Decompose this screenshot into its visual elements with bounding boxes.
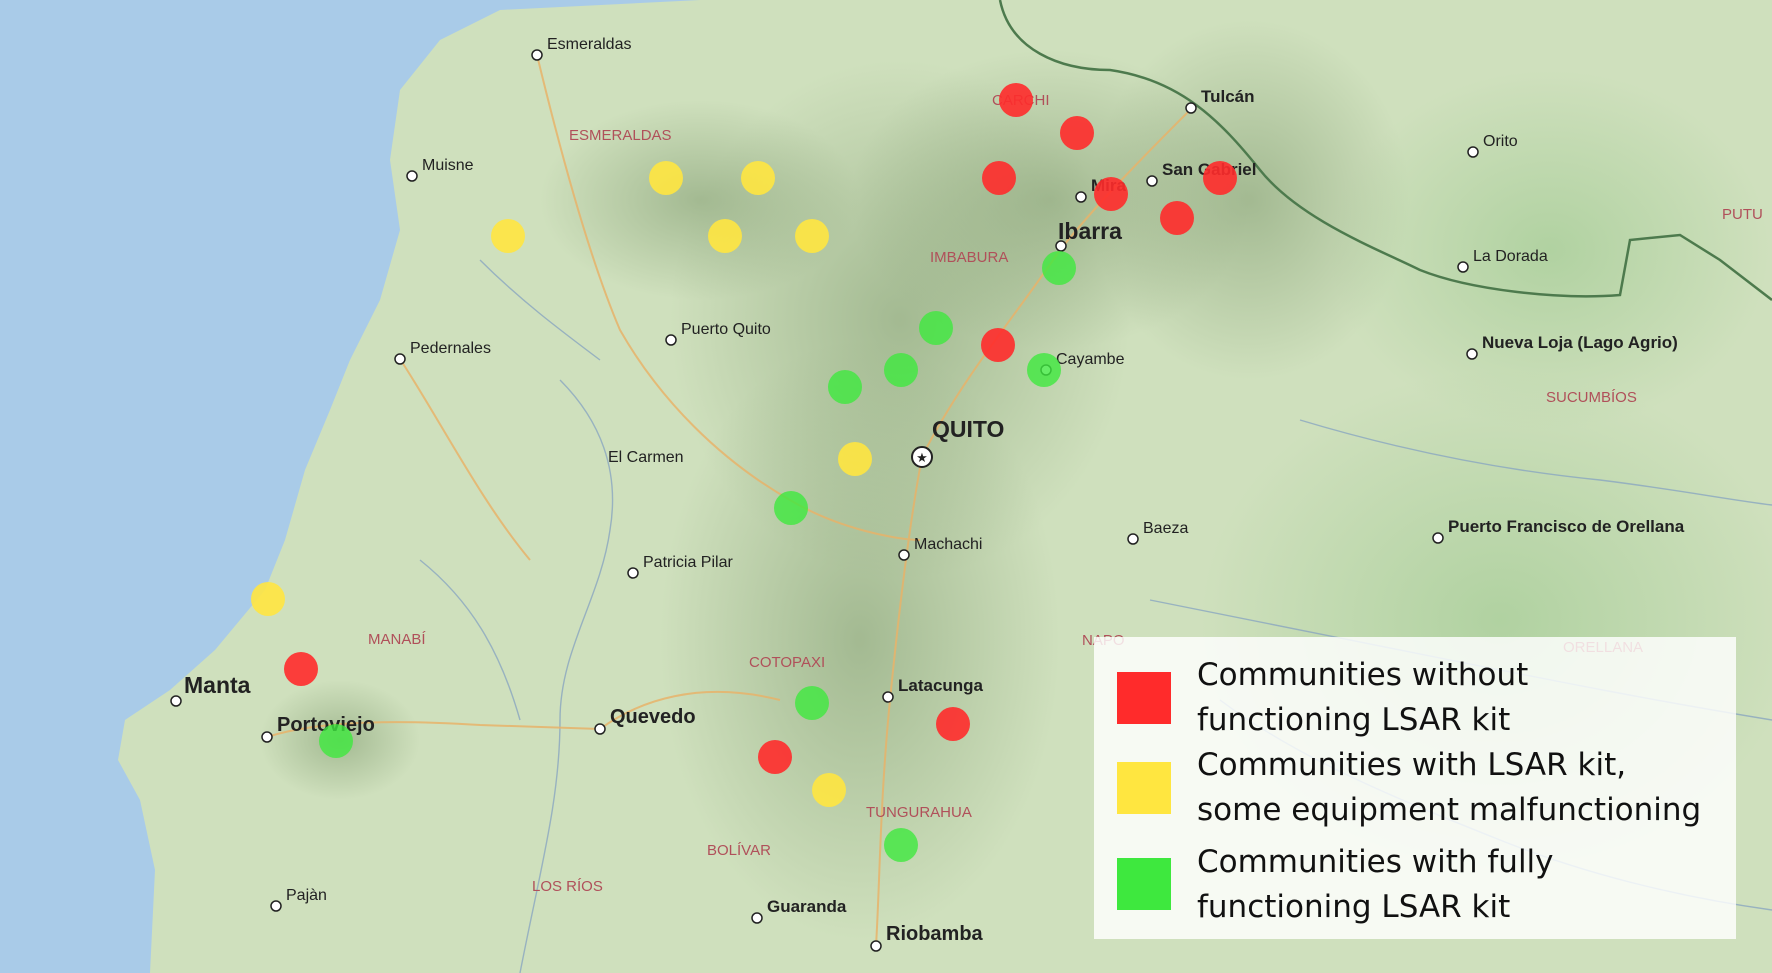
province-label: LOS RÍOS <box>532 878 603 895</box>
community-marker-yellow[interactable] <box>812 773 846 807</box>
legend-swatch-red <box>1117 672 1171 724</box>
national-border <box>998 0 1772 301</box>
community-marker-green[interactable] <box>884 828 918 862</box>
community-marker-red[interactable] <box>1160 201 1194 235</box>
city-label: Manta <box>184 672 251 698</box>
city-dot <box>394 353 406 365</box>
city-dot <box>911 446 933 468</box>
city-label: Patricia Pilar <box>643 554 733 571</box>
city-label: Guaranda <box>767 897 847 916</box>
community-marker-yellow[interactable] <box>741 161 775 195</box>
legend-yellow-line2: some equipment malfunctioning <box>1197 792 1701 828</box>
city-dot <box>1466 348 1478 360</box>
city-label: Ibarra <box>1058 218 1122 244</box>
community-marker-yellow[interactable] <box>649 161 683 195</box>
city-dot <box>1127 533 1139 545</box>
legend-green-line2: functioning LSAR kit <box>1197 889 1510 925</box>
city-dot <box>1055 240 1067 252</box>
city-dot <box>270 900 282 912</box>
city-label: Nueva Loja (Lago Agrio) <box>1482 333 1678 352</box>
legend-swatch-green <box>1117 858 1171 910</box>
legend-red-line1: Communities without <box>1197 657 1528 693</box>
legend-swatch-yellow <box>1117 762 1171 814</box>
city-label: Pedernales <box>410 340 491 357</box>
legend-red-line2: functioning LSAR kit <box>1197 702 1510 738</box>
community-marker-green[interactable] <box>795 686 829 720</box>
city-label: Cayambe <box>1056 351 1125 368</box>
capital-star-icon: ★ <box>916 450 928 465</box>
province-label: MANABÍ <box>368 631 426 648</box>
city-label: Esmeraldas <box>547 36 631 53</box>
community-marker-green[interactable] <box>919 311 953 345</box>
city-dot <box>594 723 606 735</box>
province-label: SUCUMBÍOS <box>1546 389 1637 406</box>
city-dot <box>1457 261 1469 273</box>
city-dot <box>627 567 639 579</box>
legend: Communities without functioning LSAR kit… <box>1094 637 1736 939</box>
city-label: Puerto Francisco de Orellana <box>1448 517 1685 536</box>
legend-green-line1: Communities with fully <box>1197 844 1554 880</box>
city-label: Latacunga <box>898 676 984 695</box>
city-label: Riobamba <box>886 923 984 945</box>
legend-yellow-line1: Communities with LSAR kit, <box>1197 747 1626 783</box>
province-label: BOLÍVAR <box>707 842 771 859</box>
community-marker-green[interactable] <box>884 353 918 387</box>
community-marker-red[interactable] <box>1203 161 1237 195</box>
community-marker-red[interactable] <box>1060 116 1094 150</box>
community-marker-green[interactable] <box>1042 251 1076 285</box>
community-marker-red[interactable] <box>999 83 1033 117</box>
community-marker-red[interactable] <box>981 328 1015 362</box>
city-dot <box>665 334 677 346</box>
city-label: Orito <box>1483 133 1518 150</box>
city-label: Quevedo <box>610 706 696 728</box>
city-dot <box>1146 175 1158 187</box>
city-label: QUITO <box>932 416 1004 442</box>
city-dot <box>898 549 910 561</box>
legend-background <box>1094 637 1736 939</box>
city-label: Portoviejo <box>277 714 375 736</box>
community-marker-red[interactable] <box>1094 177 1128 211</box>
community-marker-yellow[interactable] <box>795 219 829 253</box>
community-marker-yellow[interactable] <box>491 219 525 253</box>
markers-layer <box>251 83 1237 862</box>
city-label: Machachi <box>914 536 982 553</box>
city-label: Tulcán <box>1201 87 1255 106</box>
community-marker-yellow[interactable] <box>838 442 872 476</box>
city-dot <box>1432 532 1444 544</box>
terrain-shading <box>260 20 1772 940</box>
community-marker-red[interactable] <box>284 652 318 686</box>
city-dot <box>1467 146 1479 158</box>
city-dot <box>531 49 543 61</box>
province-label: PUTU <box>1722 206 1763 223</box>
city-dot <box>261 731 273 743</box>
city-label: La Dorada <box>1473 248 1548 265</box>
city-label: El Carmen <box>608 449 684 466</box>
community-marker-red[interactable] <box>758 740 792 774</box>
community-marker-green[interactable] <box>319 724 353 758</box>
community-marker-green[interactable] <box>1027 353 1061 387</box>
city-dot <box>882 691 894 703</box>
province-label: ESMERALDAS <box>569 127 672 144</box>
city-label: Puerto Quito <box>681 321 771 338</box>
community-marker-red[interactable] <box>982 161 1016 195</box>
city-dot <box>870 940 882 952</box>
city-label: Baeza <box>1143 520 1188 537</box>
community-marker-red[interactable] <box>936 707 970 741</box>
community-marker-green[interactable] <box>774 491 808 525</box>
community-marker-yellow[interactable] <box>708 219 742 253</box>
province-label: COTOPAXI <box>749 654 825 671</box>
city-label: Pajàn <box>286 887 327 904</box>
city-label: Muisne <box>422 157 474 174</box>
city-dot <box>1075 191 1087 203</box>
community-marker-green[interactable] <box>828 370 862 404</box>
province-label: TUNGURAHUA <box>866 804 972 821</box>
city-dot <box>170 695 182 707</box>
city-dot <box>1185 102 1197 114</box>
community-marker-yellow[interactable] <box>251 582 285 616</box>
city-dot <box>751 912 763 924</box>
city-dot <box>406 170 418 182</box>
province-label: IMBABURA <box>930 249 1008 266</box>
